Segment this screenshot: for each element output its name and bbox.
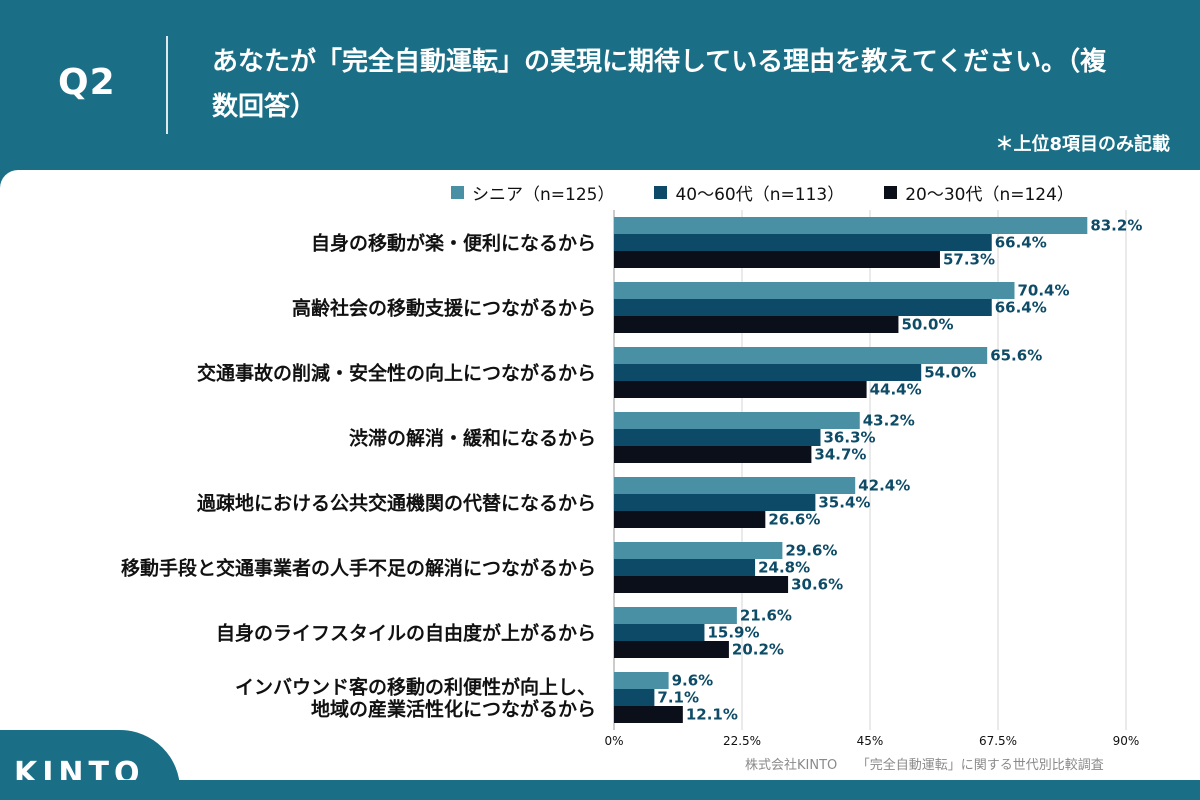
value-label-cat5-series0: 29.6% bbox=[785, 542, 837, 560]
bar-cat0-series2 bbox=[614, 251, 940, 268]
value-label-cat3-series0: 43.2% bbox=[863, 412, 915, 430]
bar-cat7-series2 bbox=[614, 706, 683, 723]
bar-cat6-series2 bbox=[614, 641, 729, 658]
header-divider bbox=[166, 36, 168, 134]
value-label-cat1-series1: 66.4% bbox=[995, 299, 1047, 317]
bar-cat6-series1 bbox=[614, 624, 705, 641]
category-label-7-line1: 地域の産業活性化につながるから bbox=[311, 698, 596, 721]
bar-cat1-series0 bbox=[614, 282, 1015, 299]
value-label-cat2-series1: 54.0% bbox=[924, 364, 976, 382]
value-label-cat2-series0: 65.6% bbox=[990, 347, 1042, 365]
bottom-strip bbox=[0, 780, 1200, 800]
value-label-cat2-series2: 44.4% bbox=[870, 381, 922, 399]
legend-swatch-young bbox=[884, 186, 898, 199]
bar-cat7-series1 bbox=[614, 689, 655, 706]
x-tick-label-4: 90% bbox=[1113, 734, 1140, 748]
value-label-cat3-series1: 36.3% bbox=[824, 429, 876, 447]
bar-cat0-series0 bbox=[614, 217, 1088, 234]
source-note: 株式会社KINTO 「完全自動運転」に関する世代別比較調査 bbox=[745, 758, 1104, 773]
bar-cat5-series0 bbox=[614, 542, 783, 559]
value-label-cat6-series0: 21.6% bbox=[740, 607, 792, 625]
legend-item-young: 20〜30代（n=124） bbox=[884, 180, 1074, 205]
bar-cat1-series1 bbox=[614, 299, 992, 316]
value-label-cat0-series2: 57.3% bbox=[943, 251, 995, 269]
question-number: Q2 bbox=[58, 62, 116, 103]
legend-item-mid: 40〜60代（n=113） bbox=[654, 180, 844, 205]
value-label-cat0-series0: 83.2% bbox=[1090, 217, 1142, 235]
bar-cat1-series2 bbox=[614, 316, 899, 333]
bar-cat6-series0 bbox=[614, 607, 737, 624]
bar-cat3-series0 bbox=[614, 412, 860, 429]
value-label-cat7-series2: 12.1% bbox=[686, 706, 738, 724]
bar-cat5-series2 bbox=[614, 576, 789, 593]
category-label-0: 自身の移動が楽・便利になるから bbox=[311, 232, 596, 255]
bar-cat3-series1 bbox=[614, 429, 821, 446]
value-label-cat5-series1: 24.8% bbox=[758, 559, 810, 577]
value-label-cat4-series0: 42.4% bbox=[858, 477, 910, 495]
value-label-cat4-series1: 35.4% bbox=[818, 494, 870, 512]
category-label-5: 移動手段と交通事業者の人手不足の解消につながるから bbox=[121, 557, 596, 580]
bar-cat3-series2 bbox=[614, 446, 812, 463]
legend-swatch-senior bbox=[451, 186, 464, 199]
category-label-7-line0: インバウンド客の移動の利便性が向上し、 bbox=[235, 676, 596, 699]
question-title: あなたが「完全自動運転」の実現に期待している理由を教えてください。（複数回答） bbox=[212, 47, 1107, 122]
bar-cat2-series1 bbox=[614, 364, 922, 381]
value-label-cat1-series0: 70.4% bbox=[1017, 282, 1069, 300]
legend-swatch-mid bbox=[654, 186, 668, 199]
x-tick-label-2: 45% bbox=[857, 734, 884, 748]
bar-cat2-series2 bbox=[614, 381, 867, 398]
bar-cat2-series0 bbox=[614, 347, 988, 364]
legend-label-senior: シニア（n=125） bbox=[472, 185, 615, 205]
value-label-cat7-series1: 7.1% bbox=[657, 689, 699, 707]
legend-label-mid: 40〜60代（n=113） bbox=[675, 185, 845, 205]
category-label-1: 高齢社会の移動支援につながるから bbox=[292, 297, 596, 320]
bar-cat7-series0 bbox=[614, 672, 669, 689]
bar-cat4-series2 bbox=[614, 511, 766, 528]
value-label-cat6-series2: 20.2% bbox=[732, 641, 784, 659]
bar-cat4-series1 bbox=[614, 494, 816, 511]
value-label-cat7-series0: 9.6% bbox=[672, 672, 714, 690]
value-label-cat0-series1: 66.4% bbox=[995, 234, 1047, 252]
value-label-cat6-series1: 15.9% bbox=[707, 624, 759, 642]
bar-cat5-series1 bbox=[614, 559, 756, 576]
value-label-cat4-series2: 26.6% bbox=[768, 511, 820, 529]
legend: シニア（n=125） 40〜60代（n=113） 20〜30代（n=124） bbox=[451, 180, 1074, 205]
value-label-cat1-series2: 50.0% bbox=[901, 316, 953, 334]
x-tick-label-1: 22.5% bbox=[723, 734, 761, 748]
category-label-4: 過疎地における公共交通機関の代替になるから bbox=[197, 492, 596, 515]
header: Q2 あなたが「完全自動運転」の実現に期待している理由を教えてください。（複数回… bbox=[0, 0, 1200, 160]
note-top8: ＊上位8項目のみ記載 bbox=[995, 134, 1170, 155]
legend-label-young: 20〜30代（n=124） bbox=[905, 185, 1074, 205]
chart-panel bbox=[0, 170, 1200, 780]
bar-cat0-series1 bbox=[614, 234, 992, 251]
legend-item-senior: シニア（n=125） bbox=[451, 180, 614, 205]
bar-cat4-series0 bbox=[614, 477, 856, 494]
value-label-cat3-series2: 34.7% bbox=[814, 446, 866, 464]
x-tick-label-0: 0% bbox=[604, 734, 623, 748]
category-label-6: 自身のライフスタイルの自由度が上がるから bbox=[216, 622, 596, 645]
category-label-2: 交通事故の削減・安全性の向上につながるから bbox=[197, 362, 596, 385]
category-label-3: 渋滞の解消・緩和になるから bbox=[349, 427, 596, 450]
value-label-cat5-series2: 30.6% bbox=[791, 576, 843, 594]
x-tick-label-3: 67.5% bbox=[979, 734, 1017, 748]
